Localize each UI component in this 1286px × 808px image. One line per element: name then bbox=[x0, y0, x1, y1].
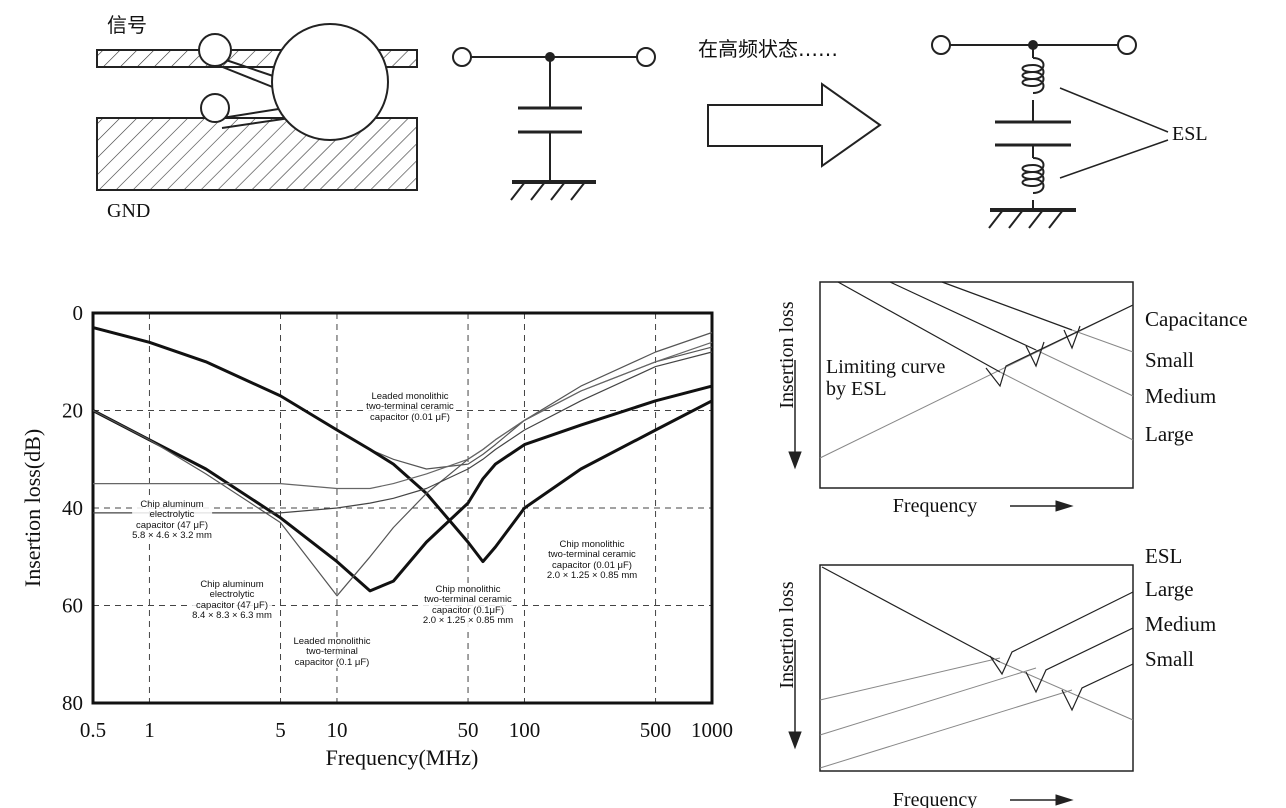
x-axis-title: Frequency bbox=[893, 495, 977, 517]
curve-label: Medium bbox=[1145, 385, 1216, 408]
y-axis-title: Insertion loss(dB) bbox=[20, 429, 45, 587]
legend-title: Capacitance bbox=[1145, 308, 1248, 331]
capacitor-schematic bbox=[453, 48, 655, 200]
x-tick-label: 5 bbox=[275, 718, 286, 742]
curve-label: Large bbox=[1145, 423, 1194, 446]
signal-label: 信号 bbox=[107, 14, 147, 36]
esl-schematic bbox=[932, 36, 1168, 228]
esl-label: ESL bbox=[1172, 123, 1208, 145]
x-tick-label: 1000 bbox=[691, 718, 733, 742]
y-tick-label: 60 bbox=[62, 594, 83, 618]
curve-annotation: Chip monolithic two-terminal ceramic cap… bbox=[547, 540, 637, 582]
arrow bbox=[708, 84, 880, 166]
board-illustration bbox=[97, 24, 417, 190]
x-tick-label: 1 bbox=[144, 718, 155, 742]
curve-label: Medium bbox=[1145, 613, 1216, 636]
figure: Frequency(MHz) Insertion loss(dB) Insert… bbox=[0, 0, 1286, 808]
curve-annotation: Chip monolithic two-terminal ceramic cap… bbox=[423, 585, 513, 627]
drawing: Frequency(MHz) Insertion loss(dB) Insert… bbox=[0, 0, 1286, 808]
x-axis-title: Frequency bbox=[893, 789, 977, 808]
x-tick-label: 500 bbox=[640, 718, 672, 742]
y-tick-label: 80 bbox=[62, 691, 83, 715]
x-tick-label: 100 bbox=[509, 718, 541, 742]
y-axis-title: Insertion loss bbox=[776, 581, 798, 688]
x-tick-label: 0.5 bbox=[80, 718, 106, 742]
curve-annotation: Chip aluminum electrolytic capacitor (47… bbox=[132, 500, 212, 542]
limit-label: Limiting curve by ESL bbox=[826, 356, 945, 400]
curve-label: Large bbox=[1145, 578, 1194, 601]
curve-annotation: Chip aluminum electrolytic capacitor (47… bbox=[192, 580, 272, 622]
esl-chart bbox=[789, 565, 1133, 805]
x-axis-title: Frequency(MHz) bbox=[326, 745, 479, 770]
legend-title: ESL bbox=[1145, 545, 1182, 568]
curve-label: Small bbox=[1145, 349, 1194, 372]
y-tick-label: 40 bbox=[62, 496, 83, 520]
high-frequency-label: 在高频状态…… bbox=[698, 38, 838, 60]
curve-label: Small bbox=[1145, 648, 1194, 671]
y-tick-label: 20 bbox=[62, 399, 83, 423]
curve-annotation: Leaded monolithic two-terminal ceramic c… bbox=[366, 392, 454, 423]
gnd-label: GND bbox=[107, 200, 150, 222]
x-tick-label: 50 bbox=[458, 718, 479, 742]
curve-annotation: Leaded monolithic two-terminal capacitor… bbox=[293, 637, 370, 668]
x-tick-label: 10 bbox=[326, 718, 347, 742]
y-axis-title: Insertion loss bbox=[776, 301, 798, 408]
y-tick-label: 0 bbox=[73, 301, 84, 325]
